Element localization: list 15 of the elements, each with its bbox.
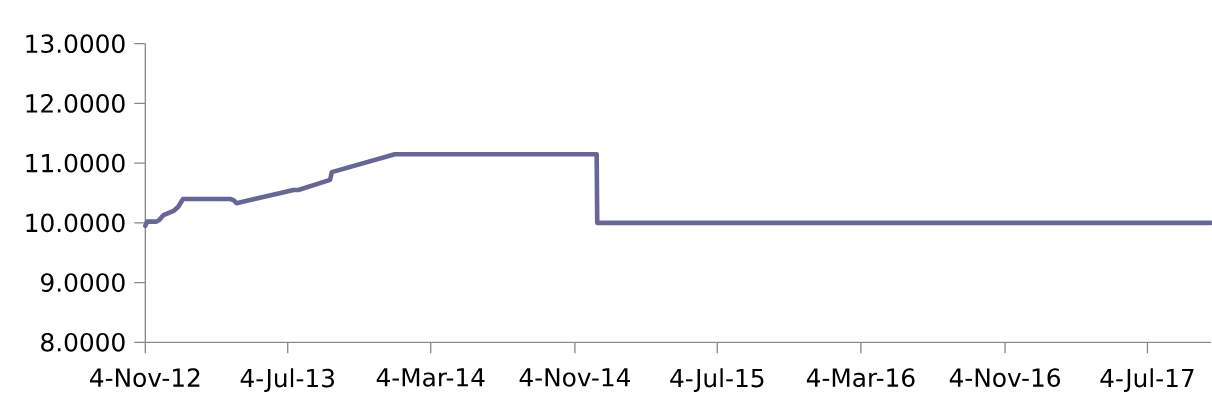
y-tick-label: 12.0000 — [26, 94, 125, 113]
x-tick-label: 4-Jul-13 — [240, 368, 334, 393]
x-tick-label: 4-Jul-15 — [670, 368, 764, 393]
y-tick-label: 9.0000 — [41, 273, 125, 292]
x-tick-label: 4-Nov-14 — [519, 368, 630, 387]
y-tick-label: 13.0000 — [26, 34, 125, 54]
x-tick-label: 4-Nov-12 — [90, 368, 200, 388]
y-tick-label: 10.0000 — [26, 213, 125, 233]
x-tick-label: 4-Mar-16 — [806, 368, 915, 388]
y-tick-label: 11.0000 — [26, 153, 125, 173]
x-tick-label: 4-Jul-17 — [1100, 368, 1194, 393]
line-series — [143, 151, 1212, 229]
x-tick-label: 4-Mar-14 — [376, 368, 485, 387]
y-tick-label: 8.0000 — [41, 332, 125, 352]
x-tick-label: 4-Nov-16 — [949, 368, 1060, 388]
